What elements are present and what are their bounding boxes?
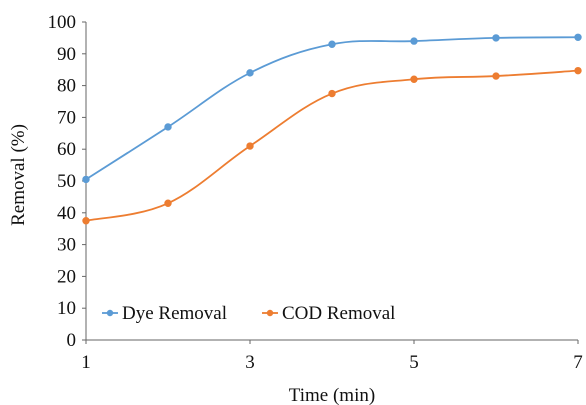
y-tick-label: 50	[57, 171, 76, 192]
data-point	[410, 37, 418, 45]
series-line-1	[85, 36, 579, 181]
series-1	[82, 33, 582, 184]
data-point	[492, 34, 500, 42]
x-tick-label: 3	[245, 352, 255, 373]
y-tick-label: 40	[57, 203, 76, 224]
legend-item-1: Dye Removal	[102, 303, 227, 324]
legend-marker	[266, 309, 274, 317]
y-tick-label: 90	[57, 44, 76, 65]
y-tick-label: 100	[48, 12, 77, 33]
y-tick-label: 80	[57, 76, 76, 97]
legend-marker	[106, 309, 114, 317]
legend-label: COD Removal	[282, 303, 395, 324]
y-tick-label: 60	[57, 139, 76, 160]
y-tick-label: 0	[67, 330, 77, 351]
data-point	[164, 123, 172, 131]
y-axis-title: Removal (%)	[8, 124, 29, 226]
data-point	[328, 89, 336, 98]
legend-item-2: COD Removal	[262, 303, 395, 324]
x-tick-label: 1	[81, 352, 91, 373]
data-point	[246, 69, 254, 77]
y-tick-label: 30	[57, 235, 76, 256]
legend-label: Dye Removal	[122, 303, 227, 324]
axes: 0 10 20 30 40 50 60 70 80 90 100 1 3 5 7	[48, 12, 583, 373]
x-axis-title: Time (min)	[289, 385, 375, 405]
y-tick-label: 10	[57, 298, 76, 319]
data-point	[328, 40, 336, 48]
data-point	[574, 66, 582, 75]
y-tick-label: 20	[57, 266, 76, 287]
data-point	[246, 142, 254, 150]
data-point	[82, 217, 90, 225]
legend: Dye Removal COD Removal	[102, 303, 395, 324]
y-tick-label: 70	[57, 107, 76, 128]
data-point	[82, 175, 90, 184]
data-point	[410, 75, 418, 83]
x-tick-label: 5	[409, 352, 419, 373]
data-point	[492, 72, 500, 80]
series-layer	[82, 33, 582, 225]
data-point	[164, 199, 172, 207]
data-point	[574, 33, 582, 41]
x-tick-label: 7	[573, 352, 583, 373]
series-2	[82, 66, 582, 225]
